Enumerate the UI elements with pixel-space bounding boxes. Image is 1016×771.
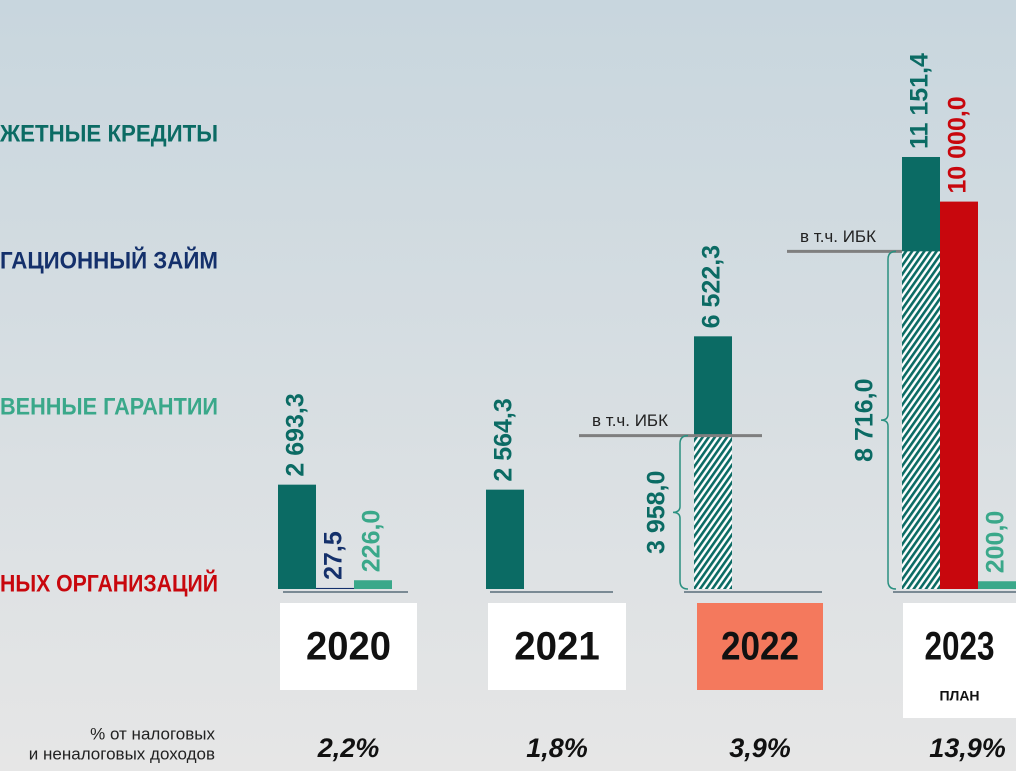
- value-label: 226,0: [358, 510, 386, 573]
- value-label: 11 151,4: [906, 53, 934, 149]
- value-label: 10 000,0: [944, 96, 972, 193]
- bar: [316, 587, 354, 589]
- year-box: [280, 603, 417, 690]
- ibk-value-label: 8 716,0: [851, 378, 879, 461]
- ibk-label: в т.ч. ИБК: [800, 227, 876, 246]
- share-value: 2,2%: [317, 733, 380, 763]
- legend-label: НЫХ ОРГАНИЗАЦИЙ: [0, 569, 218, 597]
- share-value: 3,9%: [729, 733, 791, 763]
- value-label: 27,5: [320, 531, 348, 580]
- ibk-label: в т.ч. ИБК: [592, 411, 668, 430]
- bar: [486, 489, 524, 589]
- year-box: [488, 603, 626, 690]
- value-label: 6 522,3: [698, 245, 726, 328]
- ibk-brace: [880, 250, 897, 590]
- legend-label: ЖЕТНЫЕ КРЕДИТЫ: [0, 120, 218, 147]
- x-tick-label: 2022: [721, 625, 799, 669]
- share-label: % от налоговых: [90, 724, 215, 743]
- x-tick-label: 2023: [924, 625, 994, 669]
- legend-label: ВЕННЫЕ ГАРАНТИИ: [0, 393, 218, 420]
- category-note: ПЛАН: [939, 688, 979, 704]
- value-label: 200,0: [982, 511, 1010, 574]
- year-box: [697, 603, 823, 690]
- ibk-value-label: 3 958,0: [643, 471, 671, 554]
- year-box: [903, 603, 1016, 718]
- ibk-brace: [672, 434, 689, 590]
- value-label: 2 693,3: [282, 393, 310, 476]
- value-label: 2 564,3: [490, 398, 518, 481]
- bar: [978, 581, 1016, 589]
- bar: [940, 201, 978, 589]
- ibk-bar: [902, 251, 940, 589]
- bar: [354, 580, 392, 589]
- legend-label: ГАЦИОННЫЙ ЗАЙМ: [0, 246, 218, 274]
- share-value: 1,8%: [526, 733, 588, 763]
- x-tick-label: 2021: [514, 625, 600, 669]
- x-tick-label: 2020: [306, 625, 391, 669]
- bar: [278, 484, 316, 589]
- share-value: 13,9%: [929, 733, 1006, 763]
- ibk-bar: [694, 435, 732, 589]
- share-label: и неналоговых доходов: [29, 744, 215, 763]
